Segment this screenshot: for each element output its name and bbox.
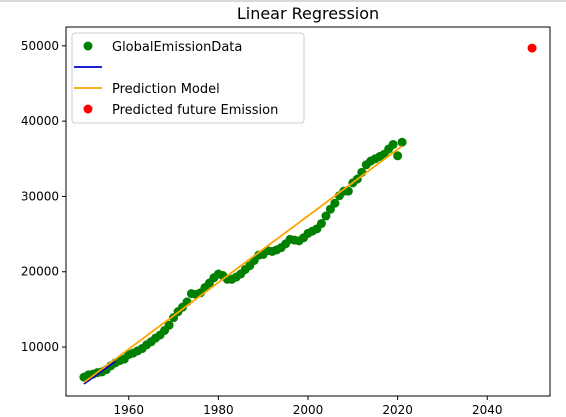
legend-label-2: Prediction Model	[112, 82, 220, 97]
legend-label-0: GlobalEmissionData	[112, 40, 242, 55]
x-tick-label-1: 1980	[203, 403, 234, 417]
data-point-s0-56	[330, 198, 340, 208]
data-point-s0-70	[393, 151, 403, 161]
x-tick-label-2: 2000	[293, 403, 324, 417]
legend-marker-3	[83, 104, 93, 114]
y-tick-label-2: 30000	[21, 189, 59, 203]
legend-box	[71, 32, 305, 124]
window-top-border	[0, 0, 566, 2]
chart-marks	[79, 43, 537, 385]
x-tick-label-3: 2020	[382, 403, 413, 417]
data-point-s0-69	[388, 139, 398, 149]
data-point-s0-54	[321, 211, 331, 221]
legend-marker-0	[83, 41, 93, 51]
legend-label-3: Predicted future Emission	[112, 103, 278, 118]
x-axis: 1960 1980 2000 2020 2040	[113, 396, 503, 417]
y-tick-label-0: 10000	[21, 340, 59, 354]
y-tick-label-3: 40000	[21, 114, 59, 128]
y-axis: 10000 20000 30000 40000 50000	[21, 39, 66, 354]
chart-title: Linear Regression	[237, 4, 379, 23]
y-tick-label-4: 50000	[21, 39, 59, 53]
series-line-1	[83, 360, 116, 385]
x-tick-label-0: 1960	[113, 403, 144, 417]
y-tick-label-1: 20000	[21, 265, 59, 279]
x-tick-label-4: 2040	[472, 403, 503, 417]
data-point-s0-53	[316, 219, 326, 229]
legend: GlobalEmissionData Prediction Model Predic…	[71, 32, 305, 124]
series-line-2	[83, 145, 403, 384]
data-point-s0-59	[343, 186, 353, 196]
data-point-s3-0	[527, 43, 537, 53]
data-point-s0-19	[164, 320, 174, 330]
data-point-s0-71	[397, 137, 407, 147]
